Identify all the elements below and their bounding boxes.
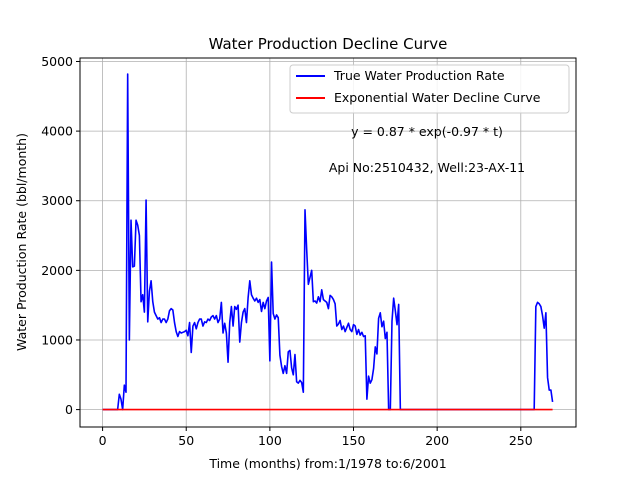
y-tick-label: 4000 bbox=[41, 124, 73, 139]
legend-box bbox=[289, 64, 570, 114]
x-tick-label: 0 bbox=[99, 433, 107, 448]
chart-title: Water Production Decline Curve bbox=[209, 35, 448, 53]
series-layer bbox=[102, 73, 554, 411]
x-tick-label: 250 bbox=[509, 433, 533, 448]
x-tick-label: 150 bbox=[342, 433, 366, 448]
legend: True Water Production Rate Exponential W… bbox=[289, 64, 570, 114]
y-tick-label: 1000 bbox=[41, 332, 73, 347]
equation-annotation: y = 0.87 * exp(-0.97 * t) bbox=[351, 124, 503, 139]
y-axis-label: Water Production Rate (bbl/month) bbox=[14, 133, 29, 351]
legend-label-exponential-curve: Exponential Water Decline Curve bbox=[334, 90, 541, 105]
plot-frame bbox=[79, 57, 577, 428]
grid-lines bbox=[80, 58, 576, 427]
y-tick-label: 0 bbox=[65, 402, 73, 417]
x-tick-label: 50 bbox=[178, 433, 194, 448]
legend-label-true-rate: True Water Production Rate bbox=[333, 68, 505, 83]
x-axis-label: Time (months) from:1/1978 to:6/2001 bbox=[208, 456, 446, 471]
y-tick-label: 2000 bbox=[41, 263, 73, 278]
y-tick-label: 5000 bbox=[41, 54, 73, 69]
series-line-true-water-rate bbox=[102, 73, 554, 411]
axis-ticks: 0 50 100 150 200 250 0 1000 2000 3000 4000 5000 bbox=[41, 54, 533, 448]
well-annotation: Api No:2510432, Well:23-AX-11 bbox=[329, 160, 525, 175]
x-tick-label: 200 bbox=[425, 433, 449, 448]
x-tick-label: 100 bbox=[258, 433, 282, 448]
y-tick-label: 3000 bbox=[41, 193, 73, 208]
